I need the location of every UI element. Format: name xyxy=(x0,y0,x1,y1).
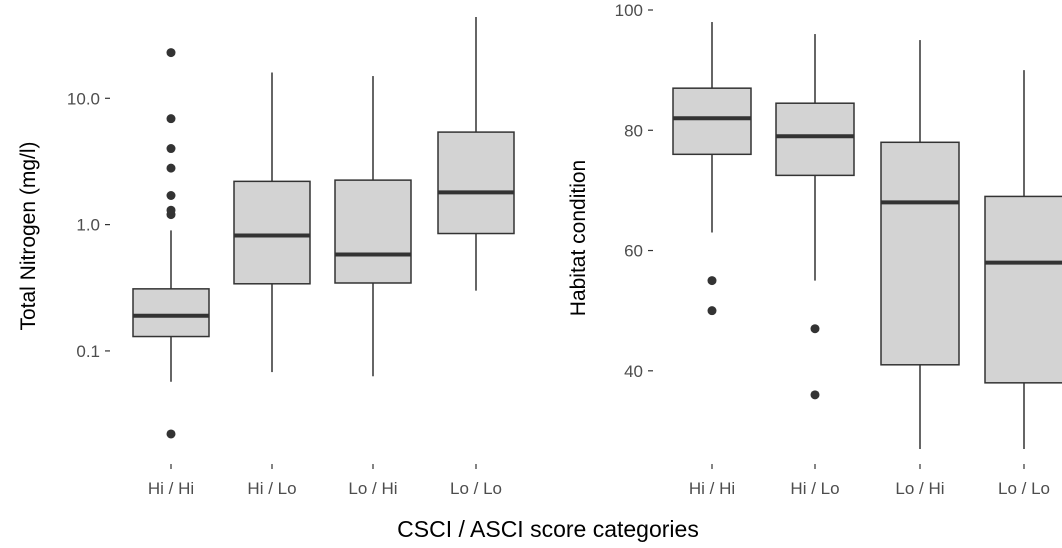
iqr-box xyxy=(334,179,412,284)
x-tick-label: Lo / Lo xyxy=(450,479,502,498)
box-1 xyxy=(672,22,752,316)
y-tick-label: 100 xyxy=(615,1,643,20)
outlier-point xyxy=(707,306,717,316)
iqr-box xyxy=(437,131,515,235)
box-4 xyxy=(437,17,515,291)
y-tick-label: 40 xyxy=(624,362,643,381)
nitrogen-panel: 0.1 1.0 10.0 Hi / Hi Hi / Lo Lo / Hi Lo / Lo xyxy=(67,17,515,498)
x-tick-label: Hi / Lo xyxy=(247,479,296,498)
y-tick-label: 1.0 xyxy=(76,216,100,235)
y-tick-label: 60 xyxy=(624,242,643,261)
y-tick-label: 10.0 xyxy=(67,89,100,108)
box-3 xyxy=(880,40,960,449)
outlier-point xyxy=(166,190,176,200)
nitrogen-y-axis-title: Total Nitrogen (mg/l) xyxy=(17,141,40,330)
box-2 xyxy=(233,72,311,373)
outlier-point xyxy=(166,114,176,124)
outlier-point xyxy=(166,205,176,215)
iqr-box xyxy=(984,195,1062,384)
x-tick-label: Hi / Lo xyxy=(790,479,839,498)
box-2 xyxy=(775,34,855,400)
x-tick-label: Hi / Hi xyxy=(148,479,194,498)
box-1 xyxy=(132,48,210,439)
iqr-box xyxy=(132,288,210,338)
outlier-point xyxy=(810,390,820,400)
habitat-y-axis-title: Habitat condition xyxy=(567,160,590,316)
x-tick-label: Lo / Lo xyxy=(998,479,1050,498)
iqr-box xyxy=(233,180,311,285)
outlier-point xyxy=(166,163,176,173)
outlier-point xyxy=(166,48,176,58)
box-4 xyxy=(984,70,1062,449)
outlier-point xyxy=(166,144,176,154)
outlier-point xyxy=(810,324,820,334)
y-tick-label: 0.1 xyxy=(76,342,100,361)
iqr-box xyxy=(880,141,960,366)
x-tick-label: Lo / Hi xyxy=(895,479,944,498)
habitat-panel: 40 60 80 100 Hi / Hi Hi / Lo Lo / Hi Lo / Lo xyxy=(615,1,1062,498)
box-3 xyxy=(334,76,412,377)
x-tick-label: Lo / Hi xyxy=(348,479,397,498)
iqr-box xyxy=(672,87,752,156)
outlier-point xyxy=(707,276,717,286)
iqr-box xyxy=(775,102,855,177)
outlier-point xyxy=(166,429,176,439)
y-tick-label: 80 xyxy=(624,121,643,140)
x-tick-label: Hi / Hi xyxy=(689,479,735,498)
x-axis-title: CSCI / ASCI score categories xyxy=(397,516,699,542)
